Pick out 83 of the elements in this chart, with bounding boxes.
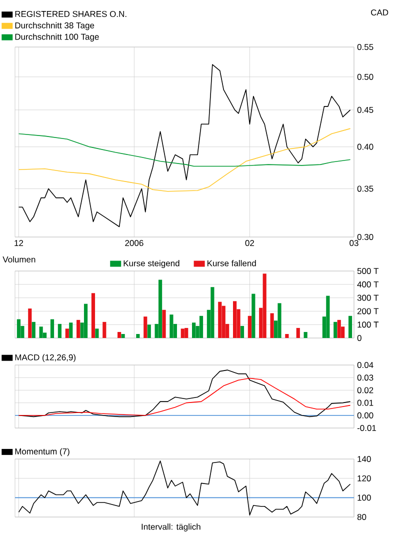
y-tick-label: 80 (357, 514, 366, 520)
bar (69, 322, 73, 338)
y-axis-title: CAD (371, 9, 388, 16)
bar (91, 293, 96, 338)
y-tick-label: 0.00 (357, 412, 374, 418)
legend-label: Durchschnitt 100 Tage (15, 34, 99, 42)
y-tick-label: 0 (357, 334, 362, 342)
legend-label: Durchschnitt 38 Tage (15, 22, 94, 30)
y-tick-label: 100 T (358, 322, 379, 328)
bar (326, 296, 330, 338)
bar (348, 316, 352, 338)
x-tick-label: 03 (350, 240, 358, 246)
legend-label: Momentum (7) (15, 448, 70, 456)
bar (304, 332, 308, 338)
bar (102, 322, 106, 338)
y-tick-label: 0.55 (357, 44, 374, 50)
bar (334, 322, 338, 338)
bar (162, 310, 166, 338)
line-series (18, 378, 351, 416)
bar (270, 313, 274, 338)
bar (32, 322, 36, 338)
bar (58, 324, 62, 338)
bar (296, 328, 300, 338)
text: Intervall: täglich (142, 524, 200, 532)
bar (248, 316, 252, 338)
y-tick-label: 0.35 (357, 186, 374, 192)
y-tick-label: 500 T (357, 268, 379, 274)
bar (84, 304, 88, 338)
bar (262, 274, 266, 338)
bar (76, 320, 80, 338)
bar (118, 332, 122, 338)
y-tick-label: 0.04 (357, 362, 374, 368)
bar (218, 302, 222, 338)
legend-label: REGISTERED SHARES O.N. (15, 10, 126, 17)
bar (232, 301, 237, 338)
bar (199, 316, 204, 338)
y-tick-label: 400 T (357, 281, 379, 288)
bar (95, 328, 99, 338)
bar (337, 320, 341, 338)
y-tick-label: 120 (358, 475, 371, 482)
line-series (18, 460, 351, 516)
x-tick-label: 2006 (125, 240, 144, 246)
x-tick-label: 12 (14, 240, 24, 246)
bar (28, 308, 32, 338)
y-tick-label: 0.40 (357, 144, 374, 150)
y-tick-label: -0.01 (357, 424, 376, 432)
bar (50, 319, 54, 338)
y-tick-label: 0.50 (357, 74, 374, 80)
y-tick-label: 0.30 (357, 234, 374, 240)
bar (285, 334, 289, 338)
legend-label: Kurse steigend (124, 260, 180, 268)
y-tick-label: 140 (358, 456, 371, 462)
y-tick-label: 300 T (357, 294, 379, 301)
y-tick-label: 0.03 (357, 374, 374, 381)
bar (136, 334, 140, 338)
y-tick-label: 0.45 (357, 106, 374, 113)
bar (210, 287, 214, 338)
y-tick-label: 0.01 (357, 400, 374, 406)
bar (65, 328, 69, 338)
bar (222, 306, 226, 338)
bar (121, 334, 125, 338)
bar (192, 322, 196, 338)
bar (158, 280, 162, 338)
bar (278, 303, 282, 338)
bar (184, 328, 188, 338)
line-series (18, 64, 351, 228)
bar (170, 314, 174, 338)
bar (16, 319, 21, 338)
bar (180, 328, 184, 338)
y-tick-label: 200 T (357, 308, 379, 314)
y-tick-label: 100 (358, 494, 371, 501)
bar (144, 316, 148, 338)
legend-label: Kurse fallend (208, 260, 256, 266)
bar (39, 326, 43, 338)
line-series (18, 128, 351, 192)
bar (240, 326, 244, 338)
bar (147, 324, 151, 338)
legend-label: MACD (12,26,9) (15, 354, 76, 362)
x-tick-label: 02 (245, 240, 254, 246)
chart-title: Volumen (2, 256, 36, 262)
bar (252, 294, 256, 338)
y-tick-label: 0.02 (357, 387, 374, 394)
line-series (18, 133, 351, 167)
